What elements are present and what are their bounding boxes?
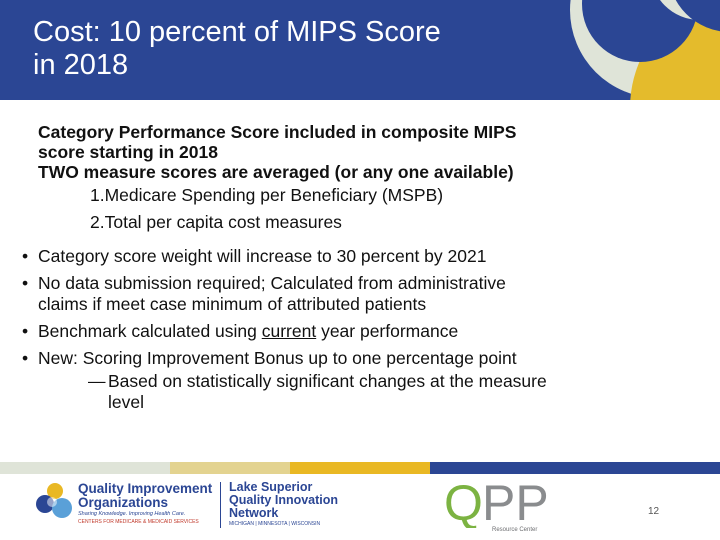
qpp-resource-center: Resource Center [492,527,538,533]
bullet-dot-icon: • [22,321,29,341]
measure-item-1: 1.Medicare Spending per Beneficiary (MSP… [90,185,444,205]
qpp-pp-letters: PP [482,478,549,528]
slide-title-line2: in 2018 [33,49,129,81]
footer-color-strip [0,462,720,474]
qpp-logo: Q PP [444,478,549,528]
qpp-q-letter: Q [444,478,483,528]
intro-text: Category Performance Score included in c… [38,122,688,182]
ls-line3: Network [229,506,279,520]
sub-bullet-text: Based on statistically significant chang… [108,371,547,391]
ls-line1: Lake Superior [229,480,313,494]
bullet-item-weight: • Category score weight will increase to … [20,246,700,267]
bullet-item-data-submission: • No data submission required; Calculated… [20,273,700,315]
intro-line3: TWO measure scores are averaged (or any … [38,162,514,182]
measure-item-2: 2.Total per capita cost measures [90,212,342,232]
bullet-dot-icon: • [22,246,29,266]
lake-superior-states: MICHIGAN | MINNESOTA | WISCONSIN [229,521,321,527]
bullet-text: No data submission required; Calculated … [38,273,506,293]
ls-line2: Quality Innovation [229,493,339,507]
logo-divider [220,482,221,528]
page-number: 12 [648,506,660,517]
qio-logo-icon [36,483,72,518]
dash-icon: — [88,371,106,391]
intro-line2: score starting in 2018 [38,142,218,162]
qio-tagline: Sharing Knowledge. Improving Health Care… [78,511,186,517]
title-bar: Cost: 10 percent of MIPS Score in 2018 [0,0,720,100]
qio-line2: Organizations [78,495,169,510]
bullet-dot-icon: • [22,348,29,368]
sub-bullet: — Based on statistically significant chan… [88,371,688,413]
lake-superior-logo-text: Lake Superior Quality Innovation Network [229,481,338,520]
slide-body: Category Performance Score included in c… [22,122,688,413]
bullet-text: Category score weight will increase to 3… [38,246,487,266]
bullet-list: • Category score weight will increase to … [20,246,700,369]
bullet-text-end: year performance [316,321,459,341]
qio-line1: Quality Improvement [78,481,213,496]
slide-title: Cost: 10 percent of MIPS Score in 2018 [33,16,441,82]
underlined-word: current [261,321,317,341]
bullet-item-benchmark: • Benchmark calculated using current year… [20,321,700,342]
slide-title-line1: Cost: 10 percent of MIPS Score [33,16,441,48]
bullet-text: New: Scoring Improvement Bonus up to one… [38,348,517,368]
bullet-text: Benchmark calculated using [38,321,262,341]
bullet-dot-icon: • [22,273,29,293]
qio-cms-line: CENTERS FOR MEDICARE & MEDICAID SERVICES [78,519,199,525]
intro-line1: Category Performance Score included in c… [38,122,517,142]
bullet-item-improvement-bonus: • New: Scoring Improvement Bonus up to on… [20,348,700,369]
sub-bullet-text-cont: level [108,392,144,412]
qio-logo-text: Quality Improvement Organizations [78,482,212,510]
bullet-text-cont: claims if meet case minimum of attribute… [38,294,427,314]
decorative-circles-graphic [570,0,720,100]
